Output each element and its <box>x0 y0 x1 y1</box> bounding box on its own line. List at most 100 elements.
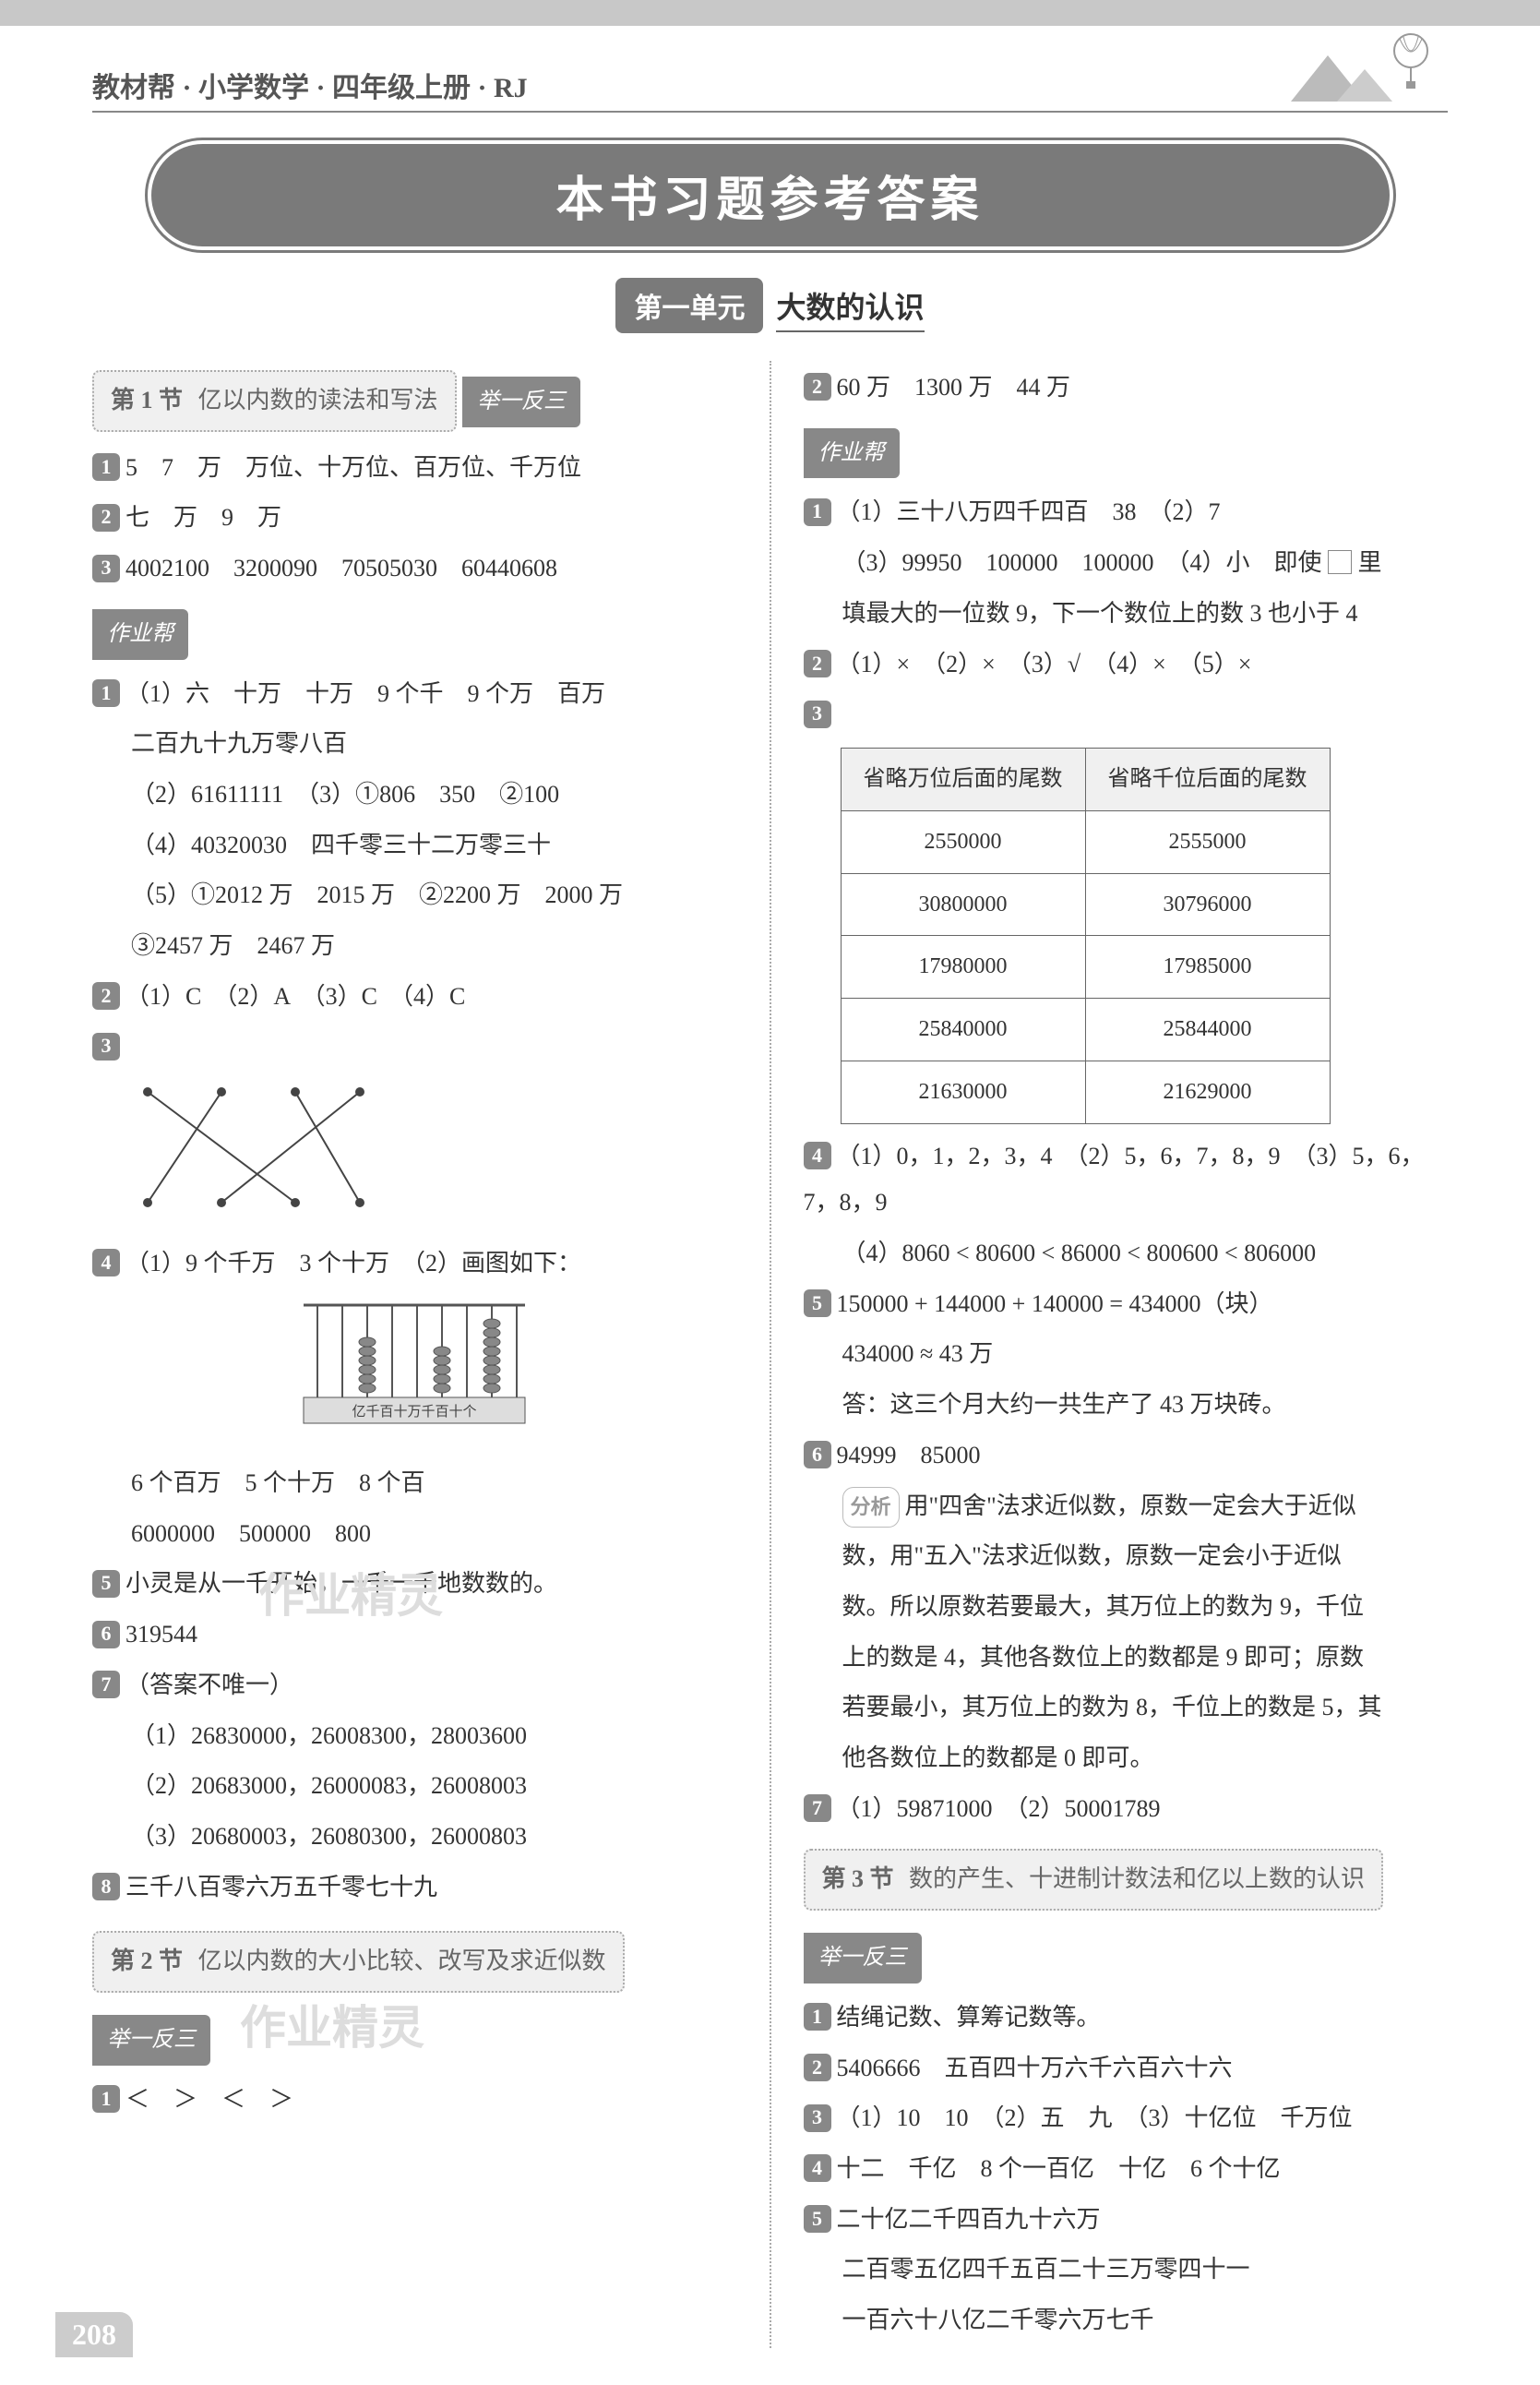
s2zy-item-4a: 4（1）0，1，2，3，4 （2）5，6，7，8，9 （3）5，6，7，8，9 <box>804 1133 1449 1227</box>
s2zy-item-1a: 1（1）三十八万四千四百 38 （2）7 <box>804 489 1449 536</box>
zy-item-1c: （2）61611111 （3）①806 350 ②100 <box>92 772 737 819</box>
tag-juyifansan-3: 举一反三 <box>804 1933 922 1984</box>
num-5-icon: 5 <box>804 1289 831 1317</box>
page-number: 208 <box>55 2312 133 2357</box>
num-4-icon: 4 <box>804 1142 831 1169</box>
svg-text:亿千百十万千百十个: 亿千百十万千百十个 <box>352 1404 477 1420</box>
section-1-num: 第 1 节 <box>111 387 183 413</box>
section-1-title: 第 1 节 亿以内数的读法和写法 <box>92 370 457 432</box>
watermark: 作业精灵 <box>240 1984 424 2074</box>
s2zy-item-1b: （3）99950 100000 100000 （4）小 即使 里 <box>804 540 1449 587</box>
unit-title: 大数的认识 <box>776 284 924 332</box>
banner-text: 本书习题参考答案 <box>555 174 984 227</box>
num-6-icon: 6 <box>804 1441 831 1468</box>
table-row: 25500002555000 <box>841 810 1330 873</box>
zy-item-2: 2（1）C （2）A （3）C （4）C <box>92 974 737 1021</box>
left-column: 第 1 节 亿以内数的读法和写法 举一反三 15 7 万 万位、十万位、百万位、… <box>92 361 737 2348</box>
jy-item-2: 2七 万 9 万 <box>92 495 737 542</box>
tag-juyifansan-2: 举一反三 <box>92 2015 210 2066</box>
num-2-icon: 2 <box>804 373 831 401</box>
num-4-icon: 4 <box>804 2154 831 2182</box>
num-3-icon: 3 <box>92 1033 120 1061</box>
num-3-icon: 3 <box>92 555 120 582</box>
zy-item-8: 8三千八百零六万五千零七十九 <box>92 1864 737 1912</box>
num-1-icon: 1 <box>804 498 831 526</box>
table-row: 3080000030796000 <box>841 873 1330 936</box>
table-row: 1798000017985000 <box>841 936 1330 999</box>
zy-item-1f: ③2457 万 2467 万 <box>92 923 737 970</box>
zy-item-7c: （2）20683000，26000083，26008003 <box>92 1763 737 1810</box>
balloon-mountain-icon <box>1282 28 1429 115</box>
s3jy-item-5a: 5二十亿二千四百九十六万 <box>804 2197 1449 2244</box>
zy-item-7b: （1）26830000，26008300，28003600 <box>92 1713 737 1760</box>
matching-diagram <box>129 1078 737 1233</box>
column-divider <box>770 361 771 2348</box>
num-6-icon: 6 <box>92 1621 120 1648</box>
analysis-4: 上的数是 4，其他各数位上的数都是 9 即可；原数 <box>804 1635 1449 1682</box>
section-3-num: 第 3 节 <box>822 1865 894 1892</box>
unit-badge: 第一单元 <box>615 278 763 333</box>
table-row: 2584000025844000 <box>841 999 1330 1061</box>
analysis-6: 他各数位上的数都是 0 即可。 <box>804 1735 1449 1782</box>
s2jy-item-1: 1＜ ＞ ＜ ＞ <box>92 2077 737 2124</box>
num-3-icon: 3 <box>804 2104 831 2132</box>
s3jy-item-2: 25406666 五百四十万六千六百六十六 <box>804 2045 1449 2092</box>
s2zy-item-3: 3 <box>804 691 1449 738</box>
num-7-icon: 7 <box>92 1671 120 1698</box>
num-2-icon: 2 <box>804 2054 831 2081</box>
s3jy-item-3: 3（1）10 10 （2）五 九 （3）十亿位 千万位 <box>804 2095 1449 2142</box>
s2zy-item-5a: 5150000 + 144000 + 140000 = 434000（块） <box>804 1281 1449 1328</box>
table-header: 省略万位后面的尾数 <box>841 748 1085 810</box>
table-header-row: 省略万位后面的尾数 省略千位后面的尾数 <box>841 748 1330 810</box>
content-columns: 第 1 节 亿以内数的读法和写法 举一反三 15 7 万 万位、十万位、百万位、… <box>92 361 1448 2348</box>
header: 教材帮 · 小学数学 · 四年级上册 · RJ <box>92 65 1448 113</box>
jy-item-1: 15 7 万 万位、十万位、百万位、千万位 <box>92 445 737 492</box>
zy-item-3: 3 <box>92 1024 737 1071</box>
s3jy-item-1: 1结绳记数、算筹记数等。 <box>804 1995 1449 2042</box>
zy-item-1b: 二百九十九万零八百 <box>92 721 737 768</box>
section-2-num: 第 2 节 <box>111 1948 183 1974</box>
tag-zuoyebang: 作业帮 <box>92 609 188 660</box>
page: 教材帮 · 小学数学 · 四年级上册 · RJ 本书习题参考答案 第一单元 大数… <box>0 0 1540 2385</box>
section-1-name: 亿以内数的读法和写法 <box>198 387 438 413</box>
s2zy-item-6: 694999 85000 <box>804 1432 1449 1480</box>
main-banner: 本书习题参考答案 <box>148 140 1393 250</box>
s3jy-item-5b: 二百零五亿四千五百二十三万零四十一 <box>804 2247 1449 2294</box>
num-2-icon: 2 <box>92 982 120 1010</box>
s2zy-item-5b: 434000 ≈ 43 万 <box>804 1331 1449 1378</box>
zy-item-4c: 6000000 500000 800 <box>92 1511 737 1558</box>
s3jy-item-5c: 一百六十八亿二千零六万七千 <box>804 2297 1449 2344</box>
s3jy-item-4: 4十二 千亿 8 个一百亿 十亿 6 个十亿 <box>804 2146 1449 2193</box>
zy-item-6: 6319544 <box>92 1612 737 1659</box>
s2zy-item-2: 2（1）× （2）× （3）√ （4）× （5）× <box>804 641 1449 689</box>
zy-item-1e: （5）①2012 万 2015 万 ②2200 万 2000 万 <box>92 872 737 919</box>
num-1-icon: 1 <box>92 453 120 481</box>
num-1-icon: 1 <box>92 2085 120 2113</box>
num-2-icon: 2 <box>804 650 831 677</box>
zy-item-4a: 4（1）9 个千万 3 个十万 （2）画图如下： <box>92 1240 737 1288</box>
section-3-title: 第 3 节 数的产生、十进制计数法和亿以上数的认识 <box>804 1849 1384 1911</box>
tag-zuoyebang-2: 作业帮 <box>804 428 900 479</box>
section-2-name: 亿以内数的大小比较、改写及求近似数 <box>198 1948 606 1974</box>
rounding-table: 省略万位后面的尾数 省略千位后面的尾数 25500002555000 30800… <box>841 748 1331 1124</box>
abacus-diagram: 亿千百十万千百十个 <box>92 1296 737 1451</box>
num-5-icon: 5 <box>92 1570 120 1598</box>
num-2-icon: 2 <box>92 504 120 532</box>
num-7-icon: 7 <box>804 1794 831 1822</box>
right-column: 260 万 1300 万 44 万 作业帮 1（1）三十八万四千四百 38 （2… <box>804 361 1449 2348</box>
zy-item-4b: 6 个百万 5 个十万 8 个百 <box>92 1460 737 1507</box>
s2zy-item-4b: （4）8060 < 80600 < 86000 < 800600 < 80600… <box>804 1230 1449 1277</box>
analysis-5: 若要最小，其万位上的数为 8，千位上的数是 5，其 <box>804 1684 1449 1732</box>
analysis-label: 分析 <box>842 1487 900 1528</box>
num-4-icon: 4 <box>92 1249 120 1276</box>
zy-item-7a: 7（答案不唯一） <box>92 1662 737 1709</box>
analysis-3: 数。所以原数若要最大，其万位上的数为 9，千位 <box>804 1584 1449 1631</box>
zy-item-7d: （3）20680003，26080300，26000803 <box>92 1814 737 1861</box>
num-1-icon: 1 <box>804 2003 831 2031</box>
tag-juyifansan: 举一反三 <box>462 377 580 427</box>
unit-header: 第一单元 大数的认识 <box>92 278 1448 333</box>
section-3-name: 数的产生、十进制计数法和亿以上数的认识 <box>909 1865 1365 1892</box>
s2zy-item-7: 7（1）59871000 （2）50001789 <box>804 1786 1449 1833</box>
num-3-icon: 3 <box>804 701 831 728</box>
analysis-2: 数，用"五入"法求近似数，原数一定会小于近似 <box>804 1533 1449 1580</box>
